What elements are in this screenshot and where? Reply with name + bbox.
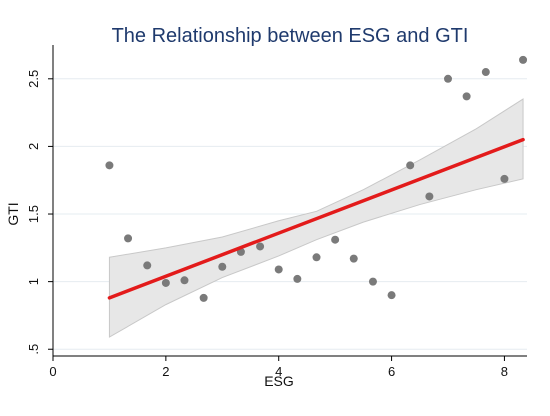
chart-title: The Relationship between ESG and GTI bbox=[112, 25, 469, 47]
fit-line bbox=[107, 137, 525, 300]
data-point-5 bbox=[199, 293, 208, 302]
data-point-20 bbox=[481, 68, 490, 77]
x-axis-label: ESG bbox=[264, 373, 294, 389]
data-point-12 bbox=[331, 235, 340, 244]
x-tick-label-3: 6 bbox=[388, 364, 395, 379]
data-points bbox=[105, 55, 528, 302]
data-point-6 bbox=[218, 262, 227, 271]
data-point-19 bbox=[462, 92, 471, 101]
data-point-14 bbox=[368, 277, 377, 286]
y-tick-label-3: 2 bbox=[26, 143, 41, 150]
y-axis-label: GTI bbox=[5, 202, 21, 225]
data-point-8 bbox=[256, 242, 265, 251]
axes: 0 2 4 6 8 .5 1 1.5 2 2.5 bbox=[26, 45, 527, 379]
x-tick-label-2: 4 bbox=[275, 364, 282, 379]
x-tick-label-0: 0 bbox=[49, 364, 56, 379]
data-point-2 bbox=[143, 261, 152, 270]
data-point-16 bbox=[406, 161, 415, 170]
data-point-1 bbox=[124, 234, 133, 243]
data-point-17 bbox=[425, 192, 434, 201]
data-point-18 bbox=[444, 74, 452, 83]
y-tick-label-1: 1 bbox=[26, 278, 41, 285]
y-tick-label-2: 1.5 bbox=[26, 205, 41, 223]
data-point-11 bbox=[312, 253, 321, 262]
data-point-4 bbox=[180, 276, 189, 285]
fit-line-group bbox=[107, 137, 525, 300]
x-tick-label-1: 2 bbox=[162, 364, 169, 379]
data-point-10 bbox=[293, 274, 302, 283]
data-point-21 bbox=[500, 174, 509, 183]
data-point-22 bbox=[519, 55, 528, 64]
data-point-0 bbox=[105, 161, 114, 170]
data-point-15 bbox=[387, 291, 396, 300]
data-point-3 bbox=[161, 278, 170, 287]
data-point-13 bbox=[349, 254, 358, 263]
y-tick-label-0: .5 bbox=[26, 344, 41, 355]
x-tick-label-4: 8 bbox=[501, 364, 508, 379]
data-point-9 bbox=[274, 265, 283, 274]
y-tick-label-4: 2.5 bbox=[26, 70, 41, 88]
